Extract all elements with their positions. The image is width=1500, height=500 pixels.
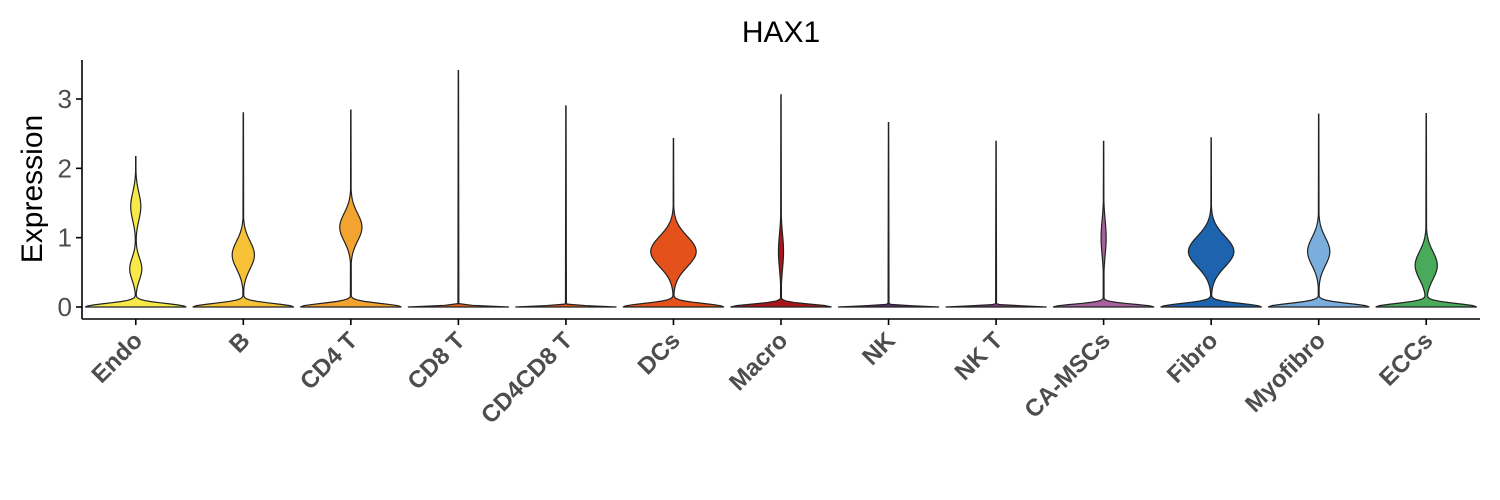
violin-eccs: [1375, 112, 1477, 308]
violin-myofibro: [1267, 113, 1370, 308]
violin-dcs: [622, 137, 725, 308]
violin-ca-mscs: [1052, 140, 1155, 308]
x-tick-label: DCs: [633, 327, 686, 380]
x-tick-label: CD8 T: [403, 327, 471, 395]
y-tick-label: 0: [58, 292, 72, 322]
y-tick-label: 2: [58, 153, 72, 183]
x-tick-label: B: [224, 327, 255, 358]
y-axis-ticks: 0 1 2 3: [58, 84, 82, 322]
x-tick-label: Myofibro: [1240, 327, 1331, 418]
x-tick-label: Fibro: [1162, 327, 1224, 389]
violin-nk-t: [945, 140, 1047, 308]
x-tick-label: NK: [857, 327, 901, 371]
violin-b: [192, 112, 295, 308]
x-tick-label: NK T: [950, 327, 1009, 386]
y-tick-label: 1: [58, 223, 72, 253]
violins-group: [84, 69, 1477, 308]
x-axis-ticks: Endo B CD4 T CD8 T CD4CD8 T DCs Macro NK NK T CA-…: [86, 319, 1438, 429]
x-tick-label: CA-MSCs: [1019, 327, 1115, 423]
violin-cd4-t: [300, 109, 402, 308]
x-tick-label: Endo: [86, 327, 148, 389]
violin-cd8-t: [407, 69, 509, 308]
violin-macro: [730, 94, 832, 308]
violin-nk: [837, 121, 940, 308]
x-tick-label: Macro: [724, 327, 793, 396]
x-tick-label: CD4CD8 T: [476, 327, 578, 429]
violin-cd4cd8-t: [515, 105, 617, 308]
chart-title: HAX1: [742, 16, 820, 49]
x-tick-label: ECCs: [1374, 327, 1438, 391]
violin-fibro: [1160, 137, 1262, 308]
violin-endo: [84, 155, 187, 308]
x-tick-label: CD4 T: [295, 327, 363, 395]
y-axis-label: Expression: [16, 115, 49, 263]
y-tick-label: 3: [58, 84, 72, 114]
